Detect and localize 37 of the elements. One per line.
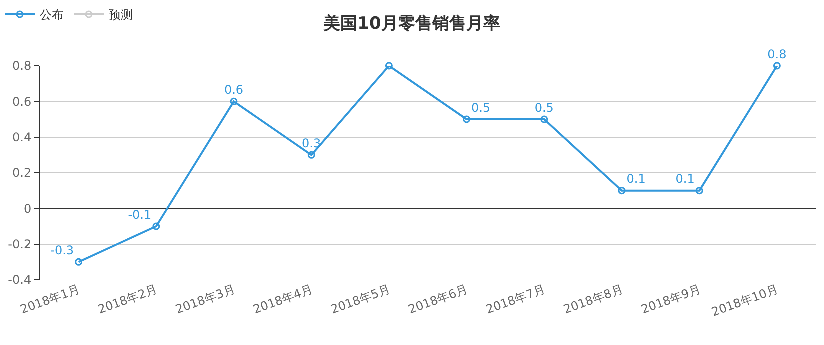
data-label: 0.6 — [224, 82, 244, 97]
legend-label: 公布 — [40, 8, 64, 22]
x-tick-label: 2018年10月 — [710, 282, 780, 320]
y-tick-label: -0.4 — [8, 273, 32, 288]
point — [152, 222, 160, 230]
x-tick-label: 2018年2月 — [96, 282, 160, 317]
x-tick-label: 2018年4月 — [251, 282, 315, 317]
x-tick-label: 2018年3月 — [174, 282, 238, 317]
x-tick-label: 2018年6月 — [406, 282, 470, 317]
x-tick-label: 2018年5月 — [329, 282, 392, 317]
y-tick-label: 0 — [24, 202, 32, 216]
x-tick-label: 2018年7月 — [484, 282, 548, 317]
data-label: -0.1 — [128, 208, 152, 222]
legend-label: 预测 — [109, 8, 133, 22]
point — [540, 116, 548, 124]
chart-title: 美国10月零售销售月率 — [322, 14, 500, 34]
y-tick-label: -0.2 — [8, 238, 32, 252]
y-tick-label: 0.4 — [12, 130, 32, 145]
data-label: 0.1 — [626, 172, 646, 186]
x-tick-label: 2018年9月 — [639, 282, 703, 317]
y-tick-label: 0.2 — [12, 166, 32, 180]
data-label: 0.1 — [676, 172, 695, 186]
x-tick-label: 2018年8月 — [562, 282, 626, 317]
point — [696, 187, 704, 195]
point — [463, 116, 471, 124]
y-tick-label: 0.6 — [12, 94, 32, 109]
data-label: 0.8 — [768, 47, 787, 62]
point — [230, 98, 238, 106]
point — [308, 151, 316, 159]
data-label: 0.5 — [534, 100, 554, 115]
point — [618, 187, 626, 195]
data-label: 0.5 — [472, 100, 491, 115]
point — [773, 62, 781, 70]
point — [75, 258, 83, 266]
point — [385, 62, 393, 70]
y-tick-label: 0.8 — [12, 59, 32, 74]
data-label: -0.3 — [50, 243, 74, 258]
